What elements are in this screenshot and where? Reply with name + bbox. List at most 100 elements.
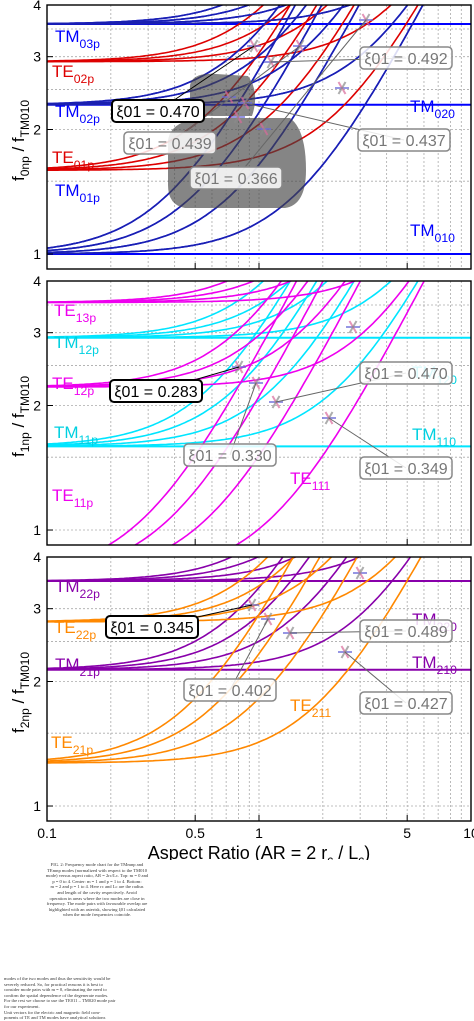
crossing-marker	[231, 110, 245, 124]
mode-label-tm11p: TM11p	[54, 423, 98, 447]
xi-annotation-box: ξ01 = 0.283	[109, 379, 203, 403]
mode-curve-8800aa-0-4	[47, 557, 284, 670]
mode-curve-ee00ee-0-4	[107, 281, 298, 545]
xi-annotation-box: ξ01 = 0.439	[123, 131, 217, 155]
xi-annotation-box: ξ01 = 0.437	[357, 128, 451, 152]
mode-label-te22p: TE22p	[54, 618, 96, 642]
mode-label-te13p: TE13p	[54, 301, 96, 325]
y-tick-label: 1	[33, 798, 41, 814]
annotation-pointer	[229, 618, 269, 691]
mode-curve-1a20b0-1-4	[47, 5, 281, 105]
mode-curve-1a20b0-2-3	[47, 5, 251, 25]
mode-curve-1a20b0-2-4	[47, 5, 225, 25]
xi-annotation-box: ξ01 = 0.492	[359, 46, 453, 70]
mode-label-tm22p: TM22p	[55, 577, 100, 601]
mode-label-tm21p: TM21p	[55, 655, 100, 679]
crossing-marker	[353, 566, 367, 580]
y-axis-label: f0np / fTM010	[9, 100, 32, 181]
svg-text:ξ01 = 0.439: ξ01 = 0.439	[128, 136, 211, 153]
xi-annotation-box: ξ01 = 0.349	[359, 456, 453, 480]
xi-annotation-box: ξ01 = 0.402	[183, 678, 277, 702]
mode-curve-dd0000-1-4	[47, 5, 265, 62]
svg-text:ξ01 = 0.345: ξ01 = 0.345	[110, 620, 193, 637]
svg-text:ξ01 = 0.330: ξ01 = 0.330	[188, 448, 271, 465]
svg-text:ξ01 = 0.489: ξ01 = 0.489	[364, 624, 447, 641]
mode-curves	[47, 281, 471, 545]
y-tick-label: 3	[33, 49, 41, 65]
xi-annotation-box: ξ01 = 0.489	[359, 619, 453, 643]
mode-label-tm010: TM010	[410, 221, 455, 245]
xi-annotation-box: ξ01 = 0.330	[183, 443, 277, 467]
y-tick-label: 2	[33, 674, 41, 690]
x-axis-label: Aspect Ratio (AR = 2 rc / Lc)	[148, 843, 371, 860]
mode-curve-ee00ee-0-2	[170, 281, 362, 545]
mode-label-tm110: TM110	[412, 425, 456, 449]
mode-label-tm210: TM210	[412, 653, 457, 677]
mode-curve-ee00ee-1-4	[47, 281, 283, 387]
mode-label-tm020: TM020	[410, 97, 455, 121]
mode-curve-00e5ff-0-2	[47, 281, 356, 447]
y-axis-label: f1np / fTM010	[9, 376, 32, 457]
chart-panel-bottom: 1 2 3 4 f2np / fTM010 TM22p TE22p TM21p TE21p TM2…	[9, 549, 472, 822]
mode-label-te21p: TE21p	[51, 733, 93, 757]
mode-curve-8800aa-1-4	[47, 557, 234, 582]
x-tick-label: 5	[403, 825, 411, 841]
svg-text:ξ01 = 0.349: ξ01 = 0.349	[364, 461, 447, 478]
svg-text:ξ01 = 0.470: ξ01 = 0.470	[116, 104, 199, 121]
mode-label-tm01p: TM01p	[55, 181, 100, 205]
mode-curve-ff8800-1-4	[47, 557, 269, 622]
svg-text:ξ01 = 0.437: ξ01 = 0.437	[362, 133, 445, 150]
mode-label-te12p: TE12p	[52, 374, 94, 398]
y-tick-label: 4	[33, 549, 41, 565]
mode-curve-ee00ee-0-3	[133, 281, 324, 545]
chart-panel-center: 1 2 3 4 f1np / fTM010 TE13p TM12p TE12p TM11p TE1…	[9, 273, 472, 546]
annotation-pointer	[235, 19, 367, 179]
x-tick-label: 1	[255, 825, 263, 841]
mode-label-te01p: TE01p	[52, 148, 94, 172]
mode-curve-ff8800-0-1	[47, 557, 422, 764]
mode-label-tm02p: TM02p	[55, 102, 100, 126]
mode-curve-ee00ee-1-3	[47, 281, 309, 388]
y-tick-label: 1	[33, 522, 41, 538]
xi-annotation-box: ξ01 = 0.470	[111, 99, 205, 123]
y-tick-label: 4	[33, 273, 41, 289]
svg-text:ξ01 = 0.402: ξ01 = 0.402	[188, 683, 271, 700]
y-tick-label: 1	[33, 246, 41, 262]
xi-annotation-box: ξ01 = 0.427	[359, 691, 453, 715]
xi-annotation-box: ξ01 = 0.470	[359, 361, 453, 385]
annotation-pointer	[229, 382, 257, 456]
mode-label-tm03p: TM03p	[55, 27, 100, 51]
svg-text:ξ01 = 0.470: ξ01 = 0.470	[364, 366, 447, 383]
x-tick-label: 0.1	[37, 825, 57, 841]
body-text: modes of the two modes and thus the sens…	[4, 976, 116, 1021]
chart-panel-top: 1 2 3 4 f0np / fTM010 TM03p TE02p TM02p TE01p TM0…	[9, 0, 472, 270]
mode-curve-dd0000-1-3	[47, 5, 291, 63]
xi-annotation-box: ξ01 = 0.366	[189, 166, 283, 190]
mode-label-tm12p: TM12p	[54, 333, 99, 357]
y-tick-label: 2	[33, 122, 41, 138]
mode-curve-1a20b0-0-1	[47, 5, 424, 255]
crossing-marker	[335, 81, 349, 95]
mode-curve-ff8800-0-2	[47, 557, 359, 763]
mode-label-te211: TE211	[290, 696, 331, 720]
svg-text:ξ01 = 0.492: ξ01 = 0.492	[364, 51, 447, 68]
figure-caption: FIG. 2: Frequency mode chart for the TMm…	[45, 862, 149, 918]
mode-curve-ff8800-0-3	[47, 557, 321, 762]
mode-chart-figure: 1 2 3 4 f0np / fTM010 TM03p TE02p TM02p TE01p TM0…	[9, 0, 474, 860]
y-tick-label: 3	[33, 325, 41, 341]
xi-annotation-box: ξ01 = 0.345	[105, 615, 199, 639]
y-tick-label: 2	[33, 398, 41, 414]
mode-label-te02p: TE02p	[52, 62, 94, 86]
crossing-marker	[257, 122, 271, 136]
x-tick-label: 0.5	[185, 825, 205, 841]
y-axis-label: f2np / fTM010	[9, 652, 32, 733]
mode-curve-ff8800-1-3	[47, 557, 296, 623]
mode-curves	[47, 557, 471, 764]
crossing-marker	[346, 320, 360, 334]
mode-curve-8800aa-0-2	[47, 557, 348, 671]
svg-text:ξ01 = 0.283: ξ01 = 0.283	[114, 384, 197, 401]
mode-curve-ee00ee-1-2	[47, 281, 347, 388]
mode-label-te111: TE111	[290, 469, 331, 493]
mode-curve-1a20b0-1-3	[47, 5, 308, 105]
mode-label-te11p: TE11p	[52, 486, 93, 510]
